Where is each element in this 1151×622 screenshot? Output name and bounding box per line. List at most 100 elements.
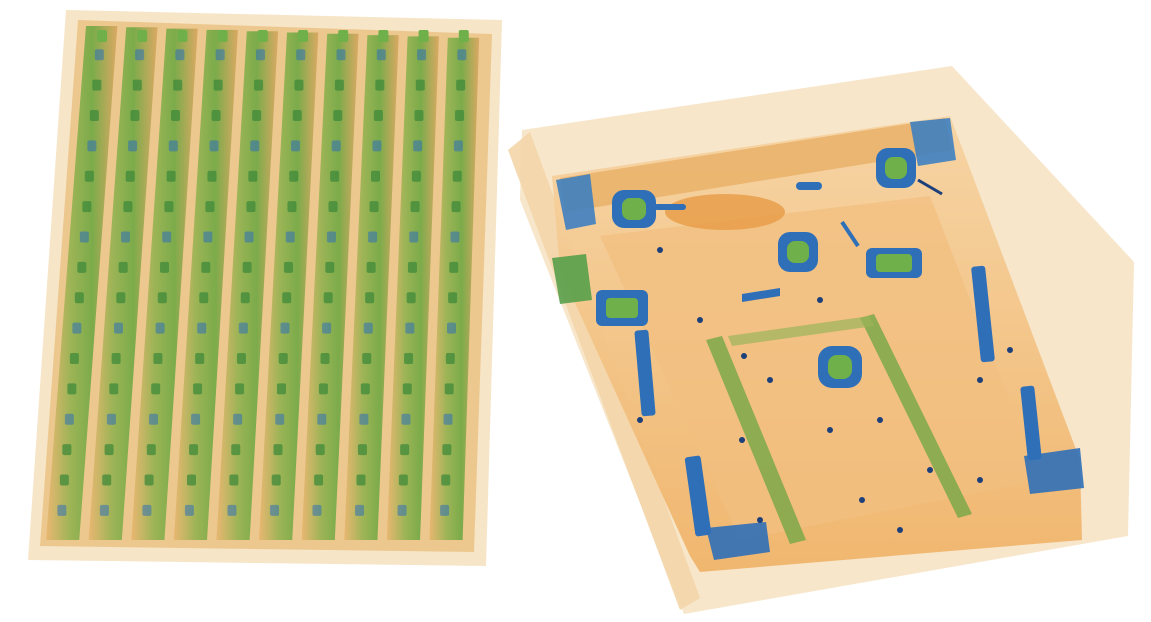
panel-component [191, 413, 201, 425]
panel-component [456, 79, 466, 91]
panel-slat [344, 35, 399, 540]
panel-component [330, 170, 340, 182]
panel-component [209, 140, 219, 152]
panel-component [164, 201, 174, 213]
panel-component [250, 140, 260, 152]
panel-component [453, 140, 463, 152]
panel-component [397, 504, 407, 516]
panel-component [130, 109, 140, 121]
panel-component [67, 383, 77, 395]
rivet [637, 417, 643, 423]
panel-component [87, 140, 97, 152]
panel-component [195, 352, 205, 364]
panel-component [227, 504, 237, 516]
rail-right [860, 314, 972, 518]
panel-component [312, 504, 322, 516]
panel-component [240, 292, 250, 304]
panel-component [289, 170, 299, 182]
panel-component [244, 231, 254, 243]
rivet [977, 377, 983, 383]
panel-component [128, 140, 138, 152]
panel-component [322, 322, 332, 334]
rivet [859, 497, 865, 503]
panel-component [207, 170, 217, 182]
panel-tab [137, 30, 148, 42]
panel-slat [259, 32, 319, 540]
panel-component [211, 109, 221, 121]
pin-small [654, 204, 686, 210]
panel-component [450, 231, 460, 243]
panel-component [409, 231, 419, 243]
panel-component [323, 292, 333, 304]
panel-component [201, 261, 211, 273]
panel-tab [378, 30, 389, 42]
panel-tab [297, 30, 308, 42]
panel-component [276, 383, 286, 395]
panel-component [118, 261, 128, 273]
corner-bracket-ml [552, 254, 592, 304]
panel-component [255, 49, 265, 61]
panel-slat [429, 37, 480, 540]
panel-component [271, 474, 281, 486]
panel-component [84, 170, 94, 182]
panel-component [417, 49, 427, 61]
panel-component [168, 140, 178, 152]
rivet [927, 467, 933, 473]
panel-component [359, 413, 369, 425]
panel-component [189, 444, 199, 456]
rivet [827, 427, 833, 433]
rail-left [706, 336, 806, 544]
panel-slat [46, 26, 118, 540]
panel-component [64, 413, 74, 425]
panel-component [287, 201, 297, 213]
rivet [767, 377, 773, 383]
panel-component [236, 352, 246, 364]
panel-component [320, 352, 330, 364]
panel-tab [458, 30, 469, 42]
panel-component [328, 201, 338, 213]
panel-component [199, 292, 209, 304]
panel-component [366, 261, 376, 273]
rivet [817, 297, 823, 303]
panel-component [280, 322, 290, 334]
panel-component [153, 352, 163, 364]
clasp-right [866, 248, 922, 278]
panel-slat [301, 33, 359, 541]
panel-component [171, 109, 181, 121]
panel-component [362, 352, 372, 364]
corner-bracket-br [1024, 448, 1084, 494]
panel-slat [386, 36, 439, 541]
panel-component [448, 292, 458, 304]
rivet [897, 527, 903, 533]
panel-component [315, 444, 325, 456]
panel-slat [131, 28, 198, 540]
panel-component [336, 49, 346, 61]
panel-component [326, 231, 336, 243]
panel-component [92, 79, 102, 91]
panel-component [365, 292, 375, 304]
panel-component [333, 109, 343, 121]
panel-component [215, 49, 225, 61]
panel-component [370, 170, 380, 182]
panel-slat [88, 27, 158, 541]
latch-4 [818, 346, 862, 388]
panel-component [193, 383, 203, 395]
panel-component [282, 292, 292, 304]
panel-component [368, 231, 378, 243]
panel-component [413, 140, 423, 152]
panel-component [160, 261, 170, 273]
diagonal-screw [840, 220, 860, 248]
panel-component [414, 109, 424, 121]
panel-component [248, 170, 258, 182]
panel-component [142, 504, 152, 516]
rivet [757, 517, 763, 523]
panel-component [213, 79, 223, 91]
panel-component [231, 444, 241, 456]
panel-tab [217, 30, 228, 42]
panel-component [442, 444, 452, 456]
panel-component [59, 474, 69, 486]
panel-component [94, 49, 104, 61]
panel-component [446, 322, 456, 334]
panel-tab [338, 30, 349, 42]
panel-component [290, 140, 300, 152]
